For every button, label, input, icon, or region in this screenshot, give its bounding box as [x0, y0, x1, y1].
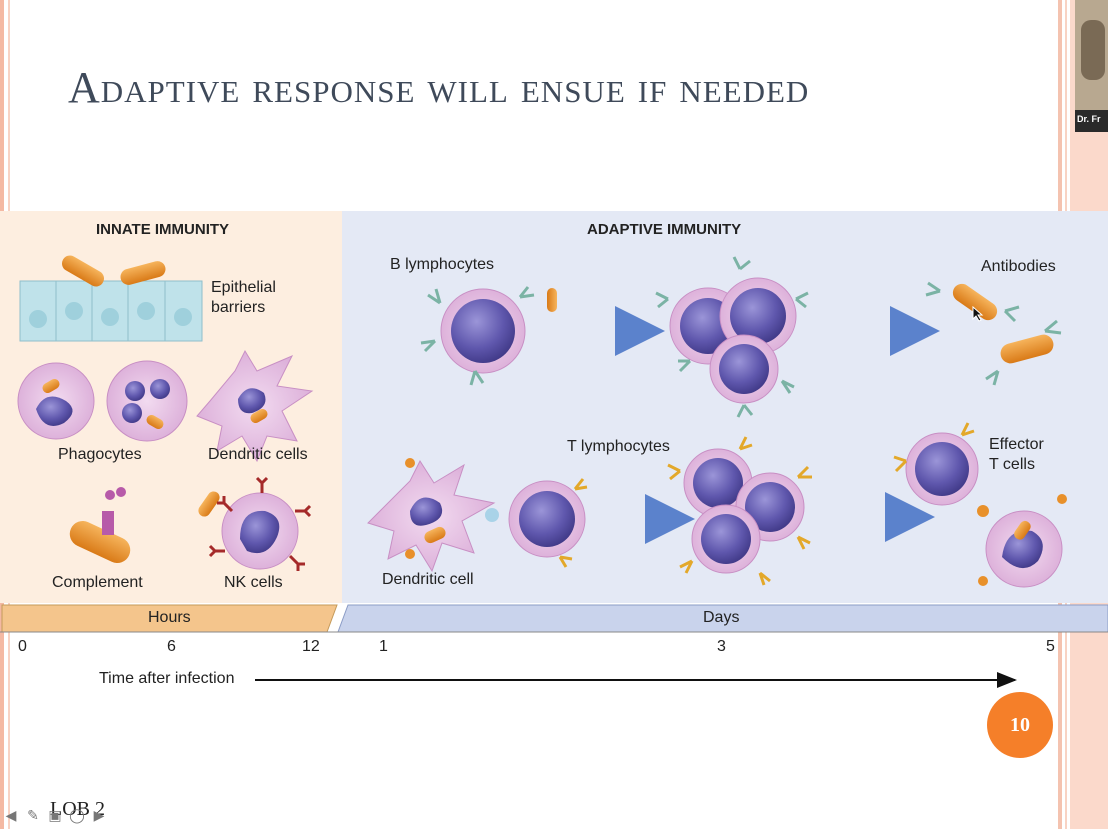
tick-5: 5	[1046, 638, 1055, 655]
t-cell-clone-icon	[667, 436, 812, 586]
label-b-lymphocytes: B lymphocytes	[390, 256, 495, 273]
antibodies-icon	[925, 281, 1062, 386]
time-axis-label: Time after infection	[99, 670, 235, 687]
label-phagocytes: Phagocytes	[58, 446, 142, 463]
tick-1: 1	[379, 638, 388, 655]
label-barriers: barriers	[211, 299, 266, 316]
adaptive-header: ADAPTIVE IMMUNITY	[587, 221, 742, 238]
dendritic-cell-icon	[196, 349, 314, 463]
presenter-silhouette	[1081, 20, 1105, 80]
label-days: Days	[703, 609, 740, 626]
b-cell-clone-icon	[655, 256, 809, 418]
label-hours: Hours	[148, 609, 191, 626]
immunity-figure: INNATE IMMUNITY ADAPTIVE IMMUNITY	[0, 211, 1108, 691]
label-t-lymphocytes: T lymphocytes	[567, 438, 670, 455]
innate-header: INNATE IMMUNITY	[96, 221, 230, 238]
nk-cell-icon	[198, 476, 312, 571]
tick-3: 3	[717, 638, 726, 655]
next-arrow-icon[interactable]: ▶	[93, 806, 105, 823]
label-effector: Effector	[989, 436, 1044, 453]
slide-navigation: ◀ ✎ ▣ ◯ ▶	[2, 804, 108, 826]
label-antibodies: Antibodies	[981, 258, 1056, 275]
figure-illustrations	[0, 255, 1108, 688]
tick-6: 6	[167, 638, 176, 655]
label-complement: Complement	[52, 574, 143, 591]
epithelial-barrier-icon	[19, 255, 203, 342]
phagocyte-icon	[17, 360, 188, 442]
presenter-name: Dr. Fr	[1077, 114, 1101, 124]
label-epithelial: Epithelial	[211, 279, 276, 296]
presenter-name-bar	[1075, 110, 1108, 132]
t-lymphocyte-icon	[485, 478, 588, 568]
tick-0: 0	[18, 638, 27, 655]
effector-t-cell-icon	[893, 422, 1067, 588]
label-dendritic-cell: Dendritic cell	[382, 571, 474, 588]
mouse-cursor-icon	[972, 306, 984, 322]
label-nk-cells: NK cells	[224, 574, 283, 591]
slides-icon[interactable]: ▣	[48, 806, 62, 823]
label-dendritic-cells: Dendritic cells	[208, 446, 308, 463]
label-t-cells: T cells	[989, 456, 1035, 473]
dendritic-cell-adaptive-icon	[367, 458, 496, 573]
presenter-video[interactable]: Dr. Fr	[1075, 0, 1108, 132]
slide-title: Adaptive response will ensue if needed	[68, 63, 810, 112]
prev-arrow-icon[interactable]: ◀	[5, 806, 17, 823]
zoom-icon[interactable]: ◯	[69, 806, 85, 823]
complement-icon	[69, 487, 131, 564]
page-number-badge: 10	[987, 692, 1053, 758]
days-bar	[337, 604, 1108, 633]
footer-label: LOB 2	[50, 798, 105, 820]
tick-12: 12	[302, 638, 320, 655]
b-lymphocyte-icon	[420, 286, 557, 386]
pen-icon[interactable]: ✎	[27, 806, 39, 823]
